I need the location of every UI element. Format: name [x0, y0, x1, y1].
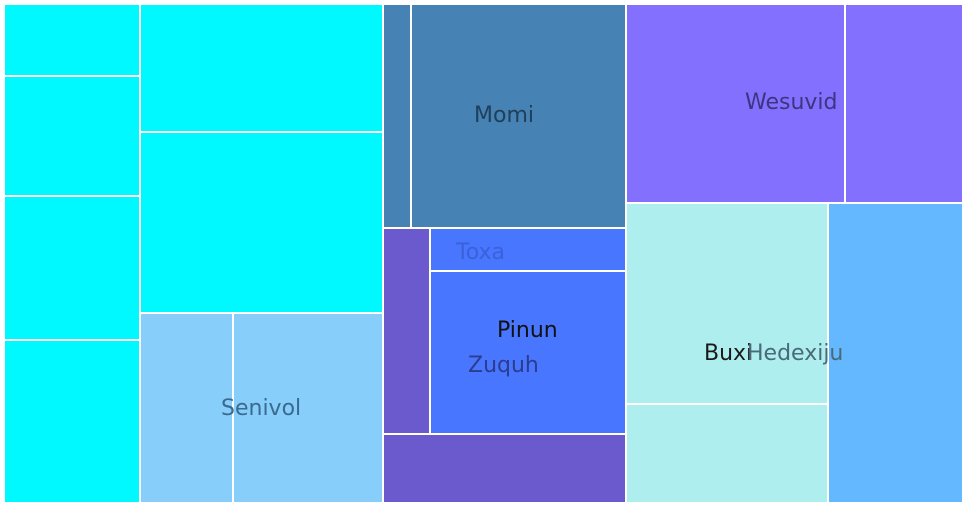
treemap-tile-zuquh-1 [383, 228, 430, 434]
treemap-tile-momi-2 [411, 4, 626, 228]
treemap-tile-toxa-1 [430, 228, 626, 271]
treemap-tile-pinun-1 [430, 271, 626, 434]
treemap-tile-momi-1 [383, 4, 411, 228]
treemap-tile-wesuvid-2 [845, 4, 963, 203]
treemap-tile-group-0-3 [4, 196, 140, 340]
treemap-tile-hedexiju-1 [828, 203, 963, 503]
treemap-tile-group-0-2 [4, 76, 140, 196]
treemap-tile-wesuvid-1 [626, 4, 845, 203]
treemap-tile-buxi-2 [626, 404, 828, 503]
treemap-tile-buxi-1 [626, 203, 828, 404]
treemap-tile-group-0-4 [4, 340, 140, 503]
treemap-tile-zuquh-2 [383, 434, 626, 503]
treemap-tile-group-0-6 [140, 132, 383, 313]
treemap-tile-senivol-1 [140, 313, 233, 503]
treemap-tile-group-0-5 [140, 4, 383, 132]
treemap-tile-group-0-1 [4, 4, 140, 76]
treemap-tile-senivol-2 [233, 313, 383, 503]
